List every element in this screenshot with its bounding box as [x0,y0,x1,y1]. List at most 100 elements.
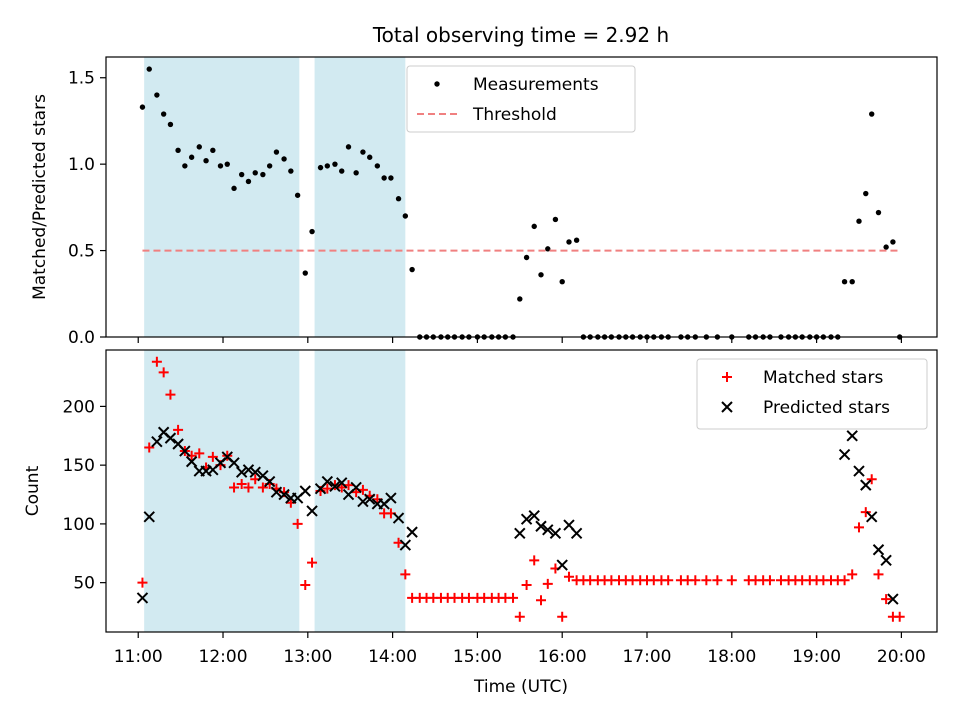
y-tick-label: 1.0 [68,155,95,175]
predicted-star-point [528,509,540,522]
matched-star-point [726,575,737,586]
y-axis-label: Matched/Predicted stars [30,94,50,300]
matched-star-point [463,592,474,603]
predicted-star-point [357,495,369,508]
matched-star-point [229,482,240,493]
matched-star-point [158,367,169,378]
predicted-star-point [838,448,851,461]
measurement-point [395,196,402,202]
measurement-point [294,192,301,198]
predicted-star-point [385,492,397,504]
measurement-point [302,270,308,276]
measurement-point [531,223,537,230]
x-tick-label: 11:00 [114,647,163,667]
matched-star-point [236,478,247,489]
measurement-point [841,278,848,285]
legend-label: Matched stars [763,368,883,388]
matched-star-point [173,424,184,435]
predicted-star-point [570,527,583,540]
measurement-point [863,190,869,197]
predicted-star-point [164,432,177,444]
matched-star-point [151,356,162,367]
panels: 0.0 0.5 1.0 1.5 Matched/Predicted stars Measu… [23,56,938,667]
panel-1: 0.0 0.5 1.0 1.5 Matched/Predicted stars Measu… [30,56,938,348]
matched-star-point [529,555,540,566]
predicted-star-point [520,513,533,525]
predicted-star-point [364,493,376,505]
predicted-star-point [143,511,155,523]
predicted-star-point [514,527,526,540]
y-tick-label: 150 [63,456,95,476]
legend-label: Measurements [473,75,599,95]
measurement-point [573,237,580,243]
measurement-point [196,144,202,150]
measurement-point [339,168,345,174]
x-tick-label: 16:00 [538,647,587,667]
matched-star-point [194,448,205,459]
measurement-point [374,163,381,169]
matched-star-point [207,451,218,462]
x-tick-label: 17:00 [622,647,671,667]
measurement-point [875,209,882,216]
y-tick-label: 1.5 [68,69,95,89]
predicted-star-point [872,544,885,556]
plot-frame [105,349,938,633]
measurement-point [360,149,366,155]
matched-star-point [894,611,905,622]
predicted-star-point [542,524,554,536]
matched-star-point [144,442,155,453]
y-tick-label: 0.0 [68,328,95,348]
measurement-point [217,163,224,169]
predicted-star-point [321,475,334,488]
predicted-star-point [865,511,878,523]
matched-star-point [514,611,525,622]
legend-marker [721,401,733,413]
predicted-star-point [556,559,568,571]
predicted-star-point [535,520,547,532]
y-tick-label: 50 [73,574,95,594]
measurement-point [175,147,181,154]
measurement-point [856,218,862,224]
matched-star-point [866,474,877,485]
matched-star-point [701,575,712,586]
predicted-star-point [887,593,899,605]
measurement-point [146,66,152,72]
measurement-point [409,266,415,273]
legend-marker [434,81,440,87]
measurement-point [566,239,572,245]
matched-star-point [137,577,148,588]
x-tick-label: 12:00 [199,647,248,667]
predicted-star-point [336,477,348,489]
matched-star-point [243,482,254,493]
matched-star-point [847,569,858,580]
predicted-star-point [228,457,240,469]
matched-star-point [165,389,176,400]
matched-star-point [764,575,775,586]
y-tick-label: 0.5 [68,242,95,262]
measurement-point [309,228,315,235]
predicted-star-point [306,505,318,517]
matched-star-point [873,569,884,580]
matched-star-point [663,575,674,586]
measurement-point [345,144,352,150]
predicted-star-point [242,464,255,476]
series-predicted-stars [136,426,899,605]
matched-star-point [881,594,892,605]
predicted-star-point [249,466,261,478]
matched-star-point [839,575,850,586]
predicted-star-point [299,485,311,497]
legend-label: Threshold [472,105,557,125]
measurement-point [552,216,559,223]
y-tick-label: 100 [63,515,95,535]
measurement-point [188,154,195,160]
x-tick-label: 19:00 [792,647,841,667]
measurement-point [154,92,160,98]
measurement-point [139,104,146,110]
measurement-point [182,163,188,169]
predicted-star-point [350,481,362,494]
matched-star-point [536,595,547,606]
predicted-star-point [846,430,858,442]
measurement-point [210,147,216,154]
measurement-point [402,213,409,219]
